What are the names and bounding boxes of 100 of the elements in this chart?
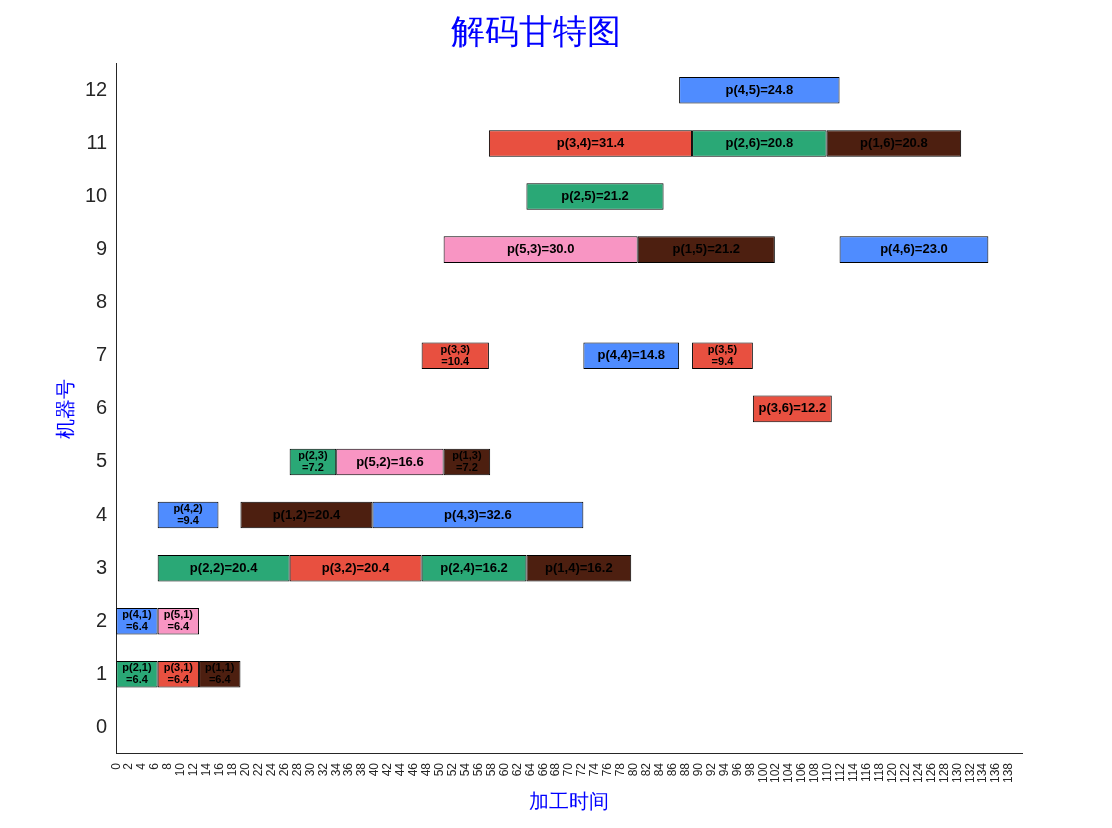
x-tick-label: 10 [173, 762, 188, 777]
x-tick-label: 68 [548, 762, 563, 777]
data-label: p(2,3)=7.2 [298, 449, 328, 474]
x-tick-label: 100 [755, 762, 770, 784]
x-tick-label: 22 [250, 762, 265, 777]
data-label: p(4,6)=23.0 [880, 241, 948, 257]
x-tick-label: 16 [212, 762, 227, 777]
x-tick-label: 126 [923, 762, 938, 784]
data-label: p(4,3)=32.6 [444, 506, 512, 522]
x-tick-label: 64 [522, 762, 537, 777]
x-tick-label: 20 [237, 762, 252, 777]
x-tick-label: 78 [613, 762, 628, 777]
x-tick-label: 72 [574, 762, 589, 777]
data-label: p(1,1)=6.4 [205, 661, 235, 686]
x-tick-label: 110 [820, 762, 835, 783]
y-tick-label: 1 [96, 661, 108, 684]
data-label: p(4,4)=14.8 [597, 347, 666, 363]
data-label: p(3,5)=9.4 [707, 342, 738, 367]
x-tick-label: 90 [690, 762, 705, 777]
x-tick-label: 44 [393, 762, 408, 777]
data-label: p(3,2)=20.4 [321, 559, 391, 575]
x-tick-label: 24 [263, 762, 278, 777]
x-tick-label: 26 [276, 762, 291, 777]
x-tick-label: 124 [910, 762, 925, 784]
x-tick-label: 112 [833, 762, 848, 783]
data-label: p(1,5)=21.2 [672, 241, 741, 257]
data-label: p(4,1)=6.4 [122, 608, 152, 633]
x-tick-label: 32 [315, 762, 330, 777]
x-tick-label: 82 [639, 762, 654, 777]
x-tick-label: 40 [367, 762, 382, 777]
data-label: p(3,3)=10.4 [440, 342, 471, 367]
x-tick-label: 38 [354, 762, 369, 777]
data-label: p(2,5)=21.2 [561, 188, 629, 204]
x-tick-label: 54 [457, 762, 472, 777]
x-tick-label: 2 [121, 762, 136, 770]
x-tick-label: 4 [134, 762, 149, 770]
x-tick-label: 108 [807, 762, 822, 784]
x-tick-label: 98 [742, 762, 757, 777]
x-tick-label: 12 [186, 762, 201, 777]
x-tick-label: 76 [600, 762, 615, 777]
x-tick-label: 48 [419, 762, 434, 777]
x-tick-label: 102 [768, 762, 783, 784]
x-tick-label: 0 [108, 762, 123, 770]
data-label: p(5,1)=6.4 [163, 608, 194, 633]
y-tick-label: 2 [96, 608, 108, 631]
x-tick-label: 58 [483, 762, 498, 777]
x-tick-label: 14 [199, 762, 214, 777]
y-tick-label: 12 [85, 77, 108, 100]
data-label: p(1,3)=7.2 [452, 449, 482, 474]
x-tick-label: 8 [160, 762, 175, 770]
x-tick-label: 132 [962, 762, 977, 784]
x-tick-label: 120 [884, 762, 899, 784]
y-tick-label: 9 [96, 237, 108, 260]
data-label: p(2,4)=16.2 [440, 559, 508, 575]
x-tick-label: 138 [1001, 762, 1016, 784]
x-tick-label: 28 [289, 762, 304, 777]
x-tick-label: 128 [936, 762, 951, 784]
x-tick-label: 56 [470, 762, 485, 777]
y-tick-label: 0 [96, 714, 108, 737]
x-tick-label: 84 [652, 762, 667, 777]
x-tick-label: 94 [716, 762, 731, 777]
x-tick-label: 18 [225, 762, 240, 777]
x-tick-label: 122 [897, 762, 912, 784]
data-label: p(2,1)=6.4 [122, 661, 152, 686]
x-tick-label: 42 [380, 762, 395, 777]
data-label: p(3,1)=6.4 [163, 661, 194, 686]
y-tick-label: 5 [96, 449, 108, 472]
x-tick-label: 114 [846, 762, 861, 783]
x-tick-label: 80 [626, 762, 641, 777]
x-tick-label: 136 [988, 762, 1003, 784]
data-label: p(2,6)=20.8 [725, 135, 794, 151]
data-label: p(1,2)=20.4 [272, 506, 341, 522]
x-tick-label: 86 [664, 762, 679, 777]
y-tick-label: 7 [96, 343, 108, 366]
x-tick-label: 46 [406, 762, 421, 777]
x-axis-title: 加工时间 [529, 789, 610, 812]
y-axis-title: 机器号 [53, 378, 76, 439]
x-tick-label: 62 [509, 762, 524, 777]
x-tick-label: 130 [949, 762, 964, 784]
x-tick-label: 96 [729, 762, 744, 777]
x-tick-label: 50 [432, 762, 447, 777]
data-label: p(5,2)=16.6 [356, 453, 424, 469]
data-label: p(1,4)=16.2 [545, 559, 613, 575]
y-tick-label: 10 [85, 184, 108, 207]
y-tick-label: 3 [96, 555, 108, 578]
x-tick-label: 36 [341, 762, 356, 777]
x-tick-label: 88 [677, 762, 692, 777]
x-tick-label: 106 [794, 762, 809, 784]
data-label: p(2,2)=20.4 [189, 559, 259, 575]
data-label: p(3,4)=31.4 [556, 135, 626, 151]
x-tick-label: 74 [587, 762, 602, 777]
x-tick-label: 30 [302, 762, 317, 777]
x-tick-label: 66 [535, 762, 550, 777]
x-tick-label: 6 [147, 762, 162, 770]
data-label: p(3,6)=12.2 [758, 400, 827, 416]
y-tick-label: 6 [96, 396, 108, 419]
x-tick-label: 92 [703, 762, 718, 777]
y-tick-label: 4 [96, 502, 108, 525]
x-tick-label: 104 [781, 762, 796, 784]
data-label: p(4,5)=24.8 [725, 81, 794, 97]
